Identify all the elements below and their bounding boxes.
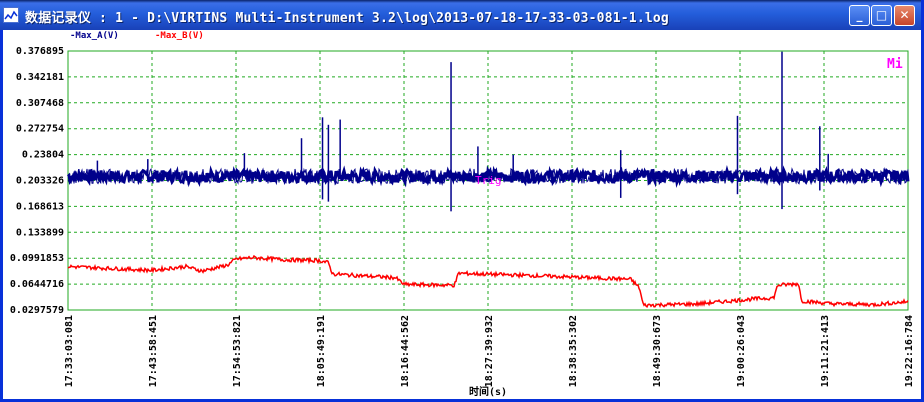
y-tick-label: 0.376895 bbox=[16, 46, 64, 57]
series-b-line bbox=[67, 254, 909, 309]
y-tick-label: 0.0297579 bbox=[10, 305, 64, 316]
x-tick-label: 19:22:16:784 bbox=[904, 315, 915, 387]
window-title: 数据记录仪 : 1 - D:\VIRTINS Multi-Instrument … bbox=[25, 11, 669, 26]
x-tick-label: 18:16:44:562 bbox=[400, 315, 411, 387]
x-axis-label: 时间(s) bbox=[469, 385, 507, 398]
x-tick-label: 18:05:49:191 bbox=[316, 315, 327, 387]
y-tick-label: 0.0644716 bbox=[10, 279, 64, 290]
series-a-group bbox=[66, 51, 910, 212]
series-a-line bbox=[67, 167, 909, 186]
x-tick-label: 18:38:35:302 bbox=[568, 315, 579, 387]
legend-series-b: -Max_B(V) bbox=[155, 31, 204, 41]
close-button[interactable]: ✕ bbox=[894, 5, 915, 26]
x-tick-labels: 17:33:03:081 17:43:58:451 17:54:53:821 18:0… bbox=[64, 315, 915, 387]
title-bar[interactable]: 数据记录仪 : 1 - D:\VIRTINS Multi-Instrument … bbox=[0, 0, 921, 30]
legend-series-a: -Max_A(V) bbox=[70, 31, 119, 41]
y-tick-label: 0.203326 bbox=[16, 176, 64, 187]
x-tick-label: 19:11:21:413 bbox=[820, 315, 831, 387]
series-b-group bbox=[67, 254, 909, 309]
x-tick-label: 18:27:39:932 bbox=[484, 315, 495, 387]
minimize-button[interactable]: _ bbox=[849, 5, 870, 26]
marker-mi: Mi bbox=[887, 57, 903, 72]
y-tick-label: 0.342181 bbox=[16, 72, 64, 83]
maximize-button[interactable]: □ bbox=[871, 5, 892, 26]
y-tick-label: 0.23804 bbox=[22, 150, 64, 161]
x-tick-label: 17:54:53:821 bbox=[232, 315, 243, 387]
x-tick-label: 17:43:58:451 bbox=[148, 315, 159, 387]
y-tick-label: 0.133899 bbox=[16, 227, 64, 238]
app-icon bbox=[3, 7, 19, 23]
marker-trig: Trig bbox=[475, 174, 502, 187]
y-tick-label: 0.307468 bbox=[16, 98, 64, 109]
y-tick-label: 0.272754 bbox=[16, 124, 64, 135]
y-tick-labels: 0.376895 0.342181 0.307468 0.272754 0.23804 0… bbox=[10, 46, 64, 316]
x-tick-label: 18:49:30:673 bbox=[652, 315, 663, 387]
y-tick-label: 0.168613 bbox=[16, 201, 64, 212]
x-tick-label: 17:33:03:081 bbox=[64, 315, 75, 387]
x-tick-label: 19:00:26:043 bbox=[736, 315, 747, 387]
y-tick-label: 0.0991853 bbox=[10, 253, 64, 264]
